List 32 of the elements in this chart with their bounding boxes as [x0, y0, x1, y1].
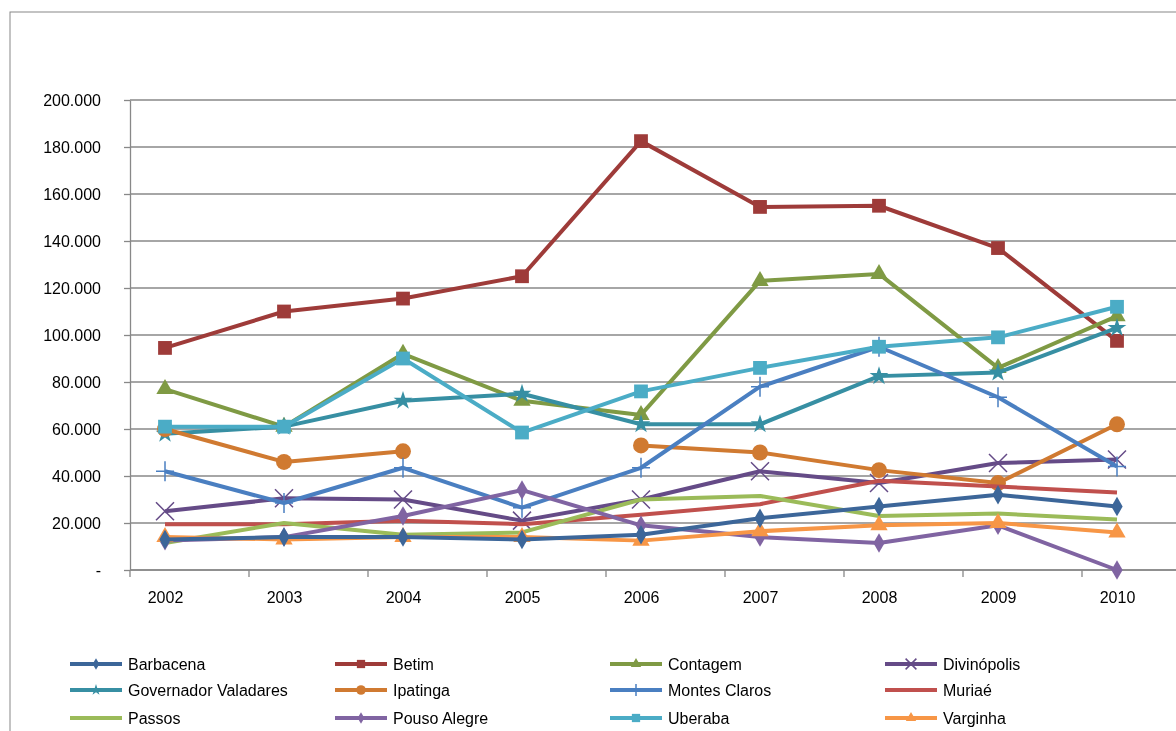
legend-label: Uberaba [668, 710, 730, 727]
x-tick-label: 2005 [504, 589, 541, 606]
legend-label: Passos [128, 710, 181, 727]
legend-label: Betim [393, 656, 434, 673]
legend-label: Governador Valadares [128, 682, 288, 699]
y-tick-label: 40.000 [52, 467, 102, 485]
y-tick-label: - [95, 561, 101, 579]
y-tick-label: 180.000 [43, 138, 102, 156]
legend-label: Divinópolis [943, 656, 1021, 673]
legend-label: Muriaé [943, 682, 993, 699]
y-tick-label: 100.000 [43, 326, 102, 344]
legend-label: Contagem [668, 656, 742, 673]
x-tick-label: 2009 [980, 589, 1017, 606]
legend-label: Ipatinga [393, 682, 451, 699]
x-tick-label: 2006 [623, 589, 660, 606]
y-tick-label: 160.000 [43, 185, 102, 203]
legend-label: Pouso Alegre [393, 710, 489, 727]
x-tick-label: 2010 [1099, 589, 1136, 606]
x-tick-label: 2004 [385, 589, 422, 606]
y-tick-label: 60.000 [52, 420, 102, 438]
legend-label: Montes Claros [668, 682, 772, 699]
y-tick-label: 20.000 [52, 514, 102, 532]
y-tick-label: 120.000 [43, 279, 102, 297]
x-tick-label: 2007 [742, 589, 779, 606]
x-tick-label: 2002 [147, 589, 184, 606]
x-tick-label: 2008 [861, 589, 898, 606]
y-tick-label: 200.000 [43, 91, 102, 109]
legend-label: Barbacena [128, 656, 206, 673]
legend-label: Varginha [943, 710, 1006, 727]
y-tick-label: 140.000 [43, 232, 102, 250]
y-tick-label: 80.000 [52, 373, 102, 391]
x-tick-label: 2003 [266, 589, 303, 606]
